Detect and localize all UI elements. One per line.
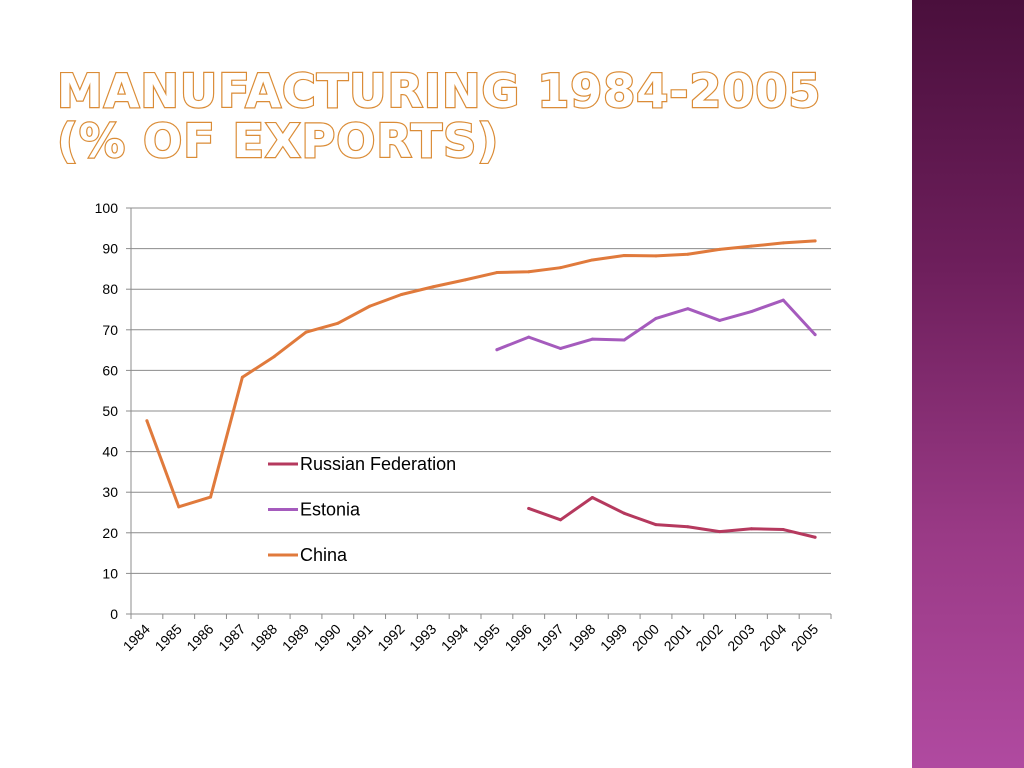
x-tick-label: 1985 (152, 621, 185, 654)
y-tick-label: 70 (102, 322, 118, 338)
x-tick-label: 2004 (756, 621, 789, 654)
data-point-russian-federation (813, 535, 817, 539)
y-tick-label: 60 (102, 362, 118, 378)
data-point-china (272, 355, 276, 359)
x-tick-label: 2001 (661, 621, 694, 654)
y-tick-label: 30 (102, 484, 118, 500)
series-line-russian-federation (527, 495, 817, 539)
data-point-china (336, 321, 340, 325)
data-point-estonia (527, 335, 531, 339)
x-tick-label: 1995 (470, 621, 503, 654)
x-tick-label: 1988 (247, 621, 280, 654)
data-point-estonia (590, 337, 594, 341)
x-tick-label: 1996 (502, 621, 535, 654)
data-point-estonia (654, 316, 658, 320)
x-tick-label: 1989 (279, 621, 312, 654)
y-tick-label: 50 (102, 403, 118, 419)
data-point-china (463, 278, 467, 282)
data-point-russian-federation (654, 523, 658, 527)
data-point-russian-federation (781, 528, 785, 532)
data-point-russian-federation (686, 525, 690, 529)
x-tick-label: 1991 (342, 621, 375, 654)
x-axis-ticks: 1984198519861987198819891990199119921993… (120, 614, 832, 654)
data-point-estonia (686, 307, 690, 311)
data-point-russian-federation (718, 530, 722, 534)
data-point-estonia (749, 310, 753, 314)
data-point-china (240, 375, 244, 379)
decorative-side-bar (912, 0, 1024, 768)
data-point-china (145, 419, 149, 423)
title-line-1: Manufacturing 1984-2005 (56, 64, 822, 118)
x-tick-label: 1994 (438, 621, 471, 654)
chart-gridlines (131, 207, 831, 574)
data-point-china (590, 258, 594, 262)
x-tick-label: 1999 (597, 621, 630, 654)
data-point-china (622, 254, 626, 258)
y-tick-label: 40 (102, 444, 118, 460)
x-tick-label: 1997 (533, 621, 566, 654)
data-point-china (749, 244, 753, 248)
x-tick-label: 1998 (565, 621, 598, 654)
x-tick-label: 1984 (120, 621, 153, 654)
x-tick-label: 1987 (215, 621, 248, 654)
data-point-china (304, 330, 308, 334)
x-tick-label: 1986 (183, 621, 216, 654)
x-tick-label: 2000 (629, 621, 662, 654)
title-line-2: (% of exports) (56, 114, 500, 168)
data-point-china (686, 252, 690, 256)
x-tick-label: 1992 (374, 621, 407, 654)
y-tick-label: 0 (110, 606, 118, 622)
x-tick-label: 1993 (406, 621, 439, 654)
chart-legend: Russian Federation Estonia China (268, 454, 456, 565)
legend-label-china: China (300, 545, 348, 565)
data-point-estonia (813, 333, 817, 337)
data-point-china (718, 247, 722, 251)
data-point-china (654, 254, 658, 258)
legend-label-russian-federation: Russian Federation (300, 454, 456, 474)
data-point-russian-federation (559, 518, 563, 522)
series-line-china (145, 239, 817, 509)
series-line-estonia (495, 298, 817, 352)
y-tick-label: 90 (102, 241, 118, 257)
y-axis-ticks: 0 10 20 30 40 50 60 70 80 90 100 (95, 200, 131, 622)
data-point-china (368, 304, 372, 308)
x-tick-label: 2005 (788, 621, 821, 654)
y-tick-label: 20 (102, 525, 118, 541)
data-point-china (209, 495, 213, 499)
data-point-estonia (559, 346, 563, 350)
data-point-china (177, 505, 181, 509)
data-point-china (495, 271, 499, 275)
y-tick-label: 80 (102, 281, 118, 297)
data-point-china (431, 285, 435, 289)
data-point-russian-federation (590, 495, 594, 499)
y-tick-label: 10 (102, 565, 118, 581)
data-point-estonia (495, 348, 499, 352)
y-tick-label: 100 (95, 200, 119, 216)
data-point-estonia (781, 298, 785, 302)
legend-label-estonia: Estonia (300, 500, 361, 520)
data-point-russian-federation (749, 527, 753, 531)
data-point-china (813, 239, 817, 243)
data-point-china (527, 270, 531, 274)
x-tick-label: 1990 (311, 621, 344, 654)
x-tick-label: 2002 (692, 621, 725, 654)
data-point-estonia (622, 338, 626, 342)
chart-series (145, 239, 817, 539)
x-tick-label: 2003 (724, 621, 757, 654)
data-point-china (399, 292, 403, 296)
data-point-china (559, 266, 563, 270)
data-point-russian-federation (527, 506, 531, 510)
data-point-china (781, 241, 785, 245)
data-point-russian-federation (622, 511, 626, 515)
slide-title: Manufacturing 1984-2005 (% of exports) (56, 64, 822, 168)
data-point-estonia (718, 318, 722, 322)
